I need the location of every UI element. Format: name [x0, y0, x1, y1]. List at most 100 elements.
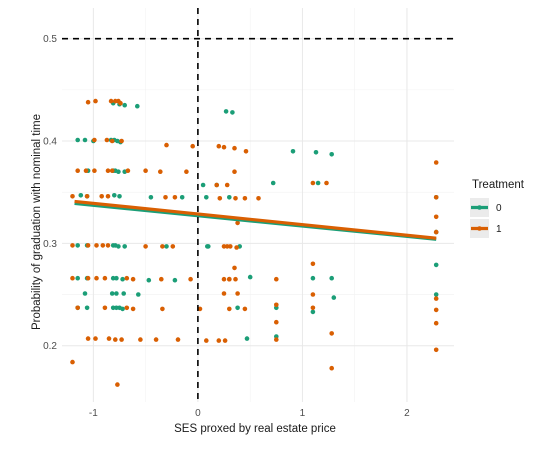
legend: Treatment 0 1: [470, 179, 525, 238]
data-point-treatment-1: [274, 337, 279, 342]
data-point-treatment-1: [172, 195, 178, 200]
data-points: [70, 98, 439, 387]
data-point-treatment-1: [138, 337, 143, 342]
data-point-treatment-1: [92, 137, 97, 143]
legend-key-point: [477, 226, 482, 231]
data-point-treatment-1: [102, 275, 108, 281]
data-point-treatment-1: [85, 336, 91, 341]
data-point-treatment-0: [235, 305, 240, 311]
data-point-treatment-1: [274, 319, 279, 325]
data-point-treatment-1: [143, 168, 148, 173]
data-point-treatment-1: [158, 169, 163, 174]
data-point-treatment-1: [433, 160, 439, 165]
data-point-treatment-1: [159, 276, 164, 282]
data-point-treatment-1: [216, 143, 222, 149]
x-axis-title: SES proxed by real estate price: [174, 423, 336, 435]
data-point-treatment-0: [204, 195, 209, 200]
data-point-treatment-0: [433, 292, 439, 297]
data-point-treatment-1: [115, 382, 120, 387]
data-point-treatment-1: [433, 296, 439, 301]
data-point-treatment-1: [188, 276, 193, 282]
fit-line-treatment-1: [74, 199, 437, 240]
data-point-treatment-1: [433, 320, 439, 326]
data-point-treatment-1: [232, 169, 237, 174]
data-point-treatment-1: [310, 292, 316, 297]
data-point-treatment-1: [433, 307, 439, 313]
y-tick-label: 0.4: [43, 137, 57, 148]
x-tick-label: 2: [404, 408, 410, 419]
data-point-treatment-1: [93, 98, 98, 104]
data-point-treatment-1: [233, 196, 238, 201]
data-point-treatment-1: [235, 220, 240, 226]
data-point-treatment-0: [313, 150, 319, 155]
data-point-treatment-0: [114, 275, 119, 281]
data-point-treatment-0: [329, 152, 335, 157]
data-point-treatment-1: [124, 305, 130, 311]
data-point-treatment-1: [310, 261, 316, 267]
data-point-treatment-0: [112, 193, 117, 198]
x-tick-label: 1: [300, 408, 306, 419]
y-tick-label: 0.2: [43, 341, 57, 352]
data-point-treatment-0: [244, 336, 250, 341]
data-point-treatment-1: [243, 149, 249, 154]
data-point-treatment-1: [104, 137, 110, 143]
axes: -1 0 1 2 0.2 0.3 0.4 0.5: [43, 34, 410, 419]
data-point-treatment-1: [94, 275, 99, 281]
data-point-treatment-1: [70, 194, 75, 199]
data-point-treatment-1: [232, 265, 237, 271]
data-point-treatment-1: [143, 244, 148, 249]
data-point-treatment-0: [82, 291, 88, 296]
data-point-treatment-1: [102, 305, 108, 311]
data-point-treatment-0: [109, 291, 115, 296]
data-point-treatment-1: [242, 306, 248, 312]
data-point-treatment-1: [256, 196, 261, 201]
data-point-treatment-1: [70, 359, 75, 365]
data-point-treatment-0: [121, 291, 126, 296]
data-point-treatment-1: [125, 168, 131, 173]
data-point-treatment-1: [99, 194, 104, 199]
data-point-treatment-1: [433, 347, 439, 353]
data-point-treatment-0: [329, 275, 335, 281]
data-point-treatment-0: [120, 306, 125, 312]
data-point-treatment-0: [114, 291, 119, 296]
data-point-treatment-1: [221, 276, 227, 282]
data-point-treatment-1: [197, 306, 203, 312]
data-point-treatment-1: [190, 143, 195, 149]
data-point-treatment-1: [164, 142, 169, 148]
data-point-treatment-0: [223, 109, 229, 114]
data-point-treatment-0: [122, 244, 127, 249]
data-point-treatment-1: [433, 195, 439, 200]
data-point-treatment-0: [331, 295, 337, 300]
data-point-treatment-0: [116, 169, 121, 174]
data-point-treatment-1: [274, 276, 279, 282]
data-point-treatment-1: [85, 243, 91, 248]
data-point-treatment-1: [433, 229, 439, 235]
data-point-treatment-1: [329, 365, 335, 371]
data-point-treatment-1: [433, 214, 439, 220]
data-point-treatment-1: [224, 244, 230, 249]
data-point-treatment-1: [84, 194, 90, 199]
data-point-treatment-1: [130, 306, 136, 312]
data-point-treatment-1: [242, 196, 248, 201]
data-point-treatment-0: [227, 195, 232, 200]
data-point-treatment-0: [122, 102, 127, 108]
x-tick-label: 0: [195, 408, 201, 419]
legend-label: 0: [496, 203, 502, 214]
data-point-treatment-1: [108, 98, 114, 104]
data-point-treatment-1: [214, 182, 219, 188]
legend-key-point: [477, 205, 482, 210]
data-point-treatment-1: [105, 194, 111, 199]
data-point-treatment-0: [179, 195, 185, 200]
data-point-treatment-1: [106, 336, 112, 341]
data-point-treatment-1: [85, 275, 91, 281]
data-point-treatment-0: [205, 244, 210, 249]
data-point-treatment-0: [310, 275, 316, 281]
data-point-treatment-1: [235, 291, 240, 296]
data-point-treatment-0: [75, 243, 80, 248]
data-point-treatment-1: [153, 337, 159, 342]
data-point-treatment-0: [135, 103, 140, 109]
data-point-treatment-1: [105, 243, 111, 248]
data-point-treatment-0: [75, 137, 80, 143]
data-point-treatment-1: [274, 302, 279, 308]
